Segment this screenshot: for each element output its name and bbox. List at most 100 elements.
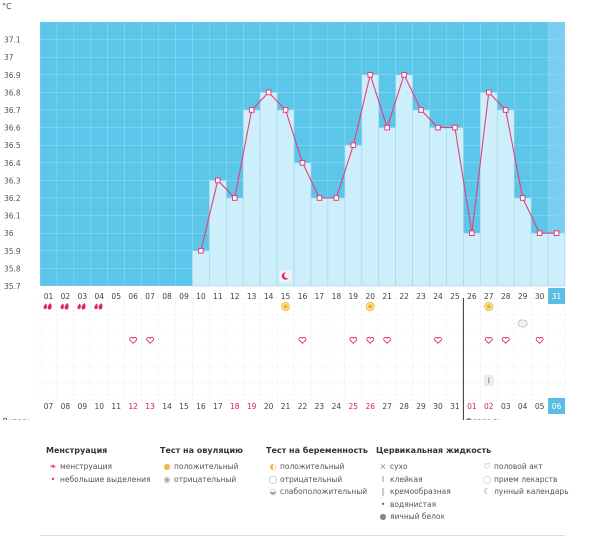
temperature-bar bbox=[276, 109, 295, 287]
cycle-day-label: 02 bbox=[61, 292, 71, 301]
heart-icon bbox=[366, 336, 375, 344]
temperature-point bbox=[485, 89, 492, 96]
legend-item-label: положительный bbox=[174, 462, 239, 471]
drop-small-icon: • bbox=[50, 474, 56, 484]
legend-item-label: яичный белок bbox=[390, 512, 446, 521]
temperature-points bbox=[198, 72, 560, 254]
legend-item: ❘ кремообразная bbox=[376, 486, 491, 499]
legend-item-label: отрицательный bbox=[174, 474, 237, 484]
legend-item: ◯ отрицательный bbox=[266, 474, 368, 487]
legend-item-label: половой акт bbox=[494, 462, 543, 471]
date-label: 15 bbox=[179, 402, 189, 411]
cycle-day-label: 19 bbox=[349, 292, 359, 301]
date-label: 10 bbox=[95, 402, 105, 411]
date-label: 27 bbox=[382, 402, 392, 411]
temperature-bar bbox=[310, 197, 329, 287]
date-label: 23 bbox=[315, 402, 325, 411]
drop-full-icon bbox=[77, 303, 81, 310]
temperature-bars bbox=[192, 74, 566, 287]
temperature-point bbox=[248, 107, 255, 113]
temperature-bar bbox=[259, 92, 278, 287]
temperature-bar bbox=[463, 232, 481, 287]
legend-item-label: слабоположительный bbox=[280, 487, 368, 496]
temperature-point bbox=[401, 72, 407, 78]
temperature-line bbox=[200, 72, 557, 251]
cycle-day-label: 22 bbox=[399, 292, 409, 301]
cross-icon: × bbox=[379, 462, 387, 471]
legend-item: ● яичный белок bbox=[376, 511, 491, 524]
cycle-day-label: 17 bbox=[315, 292, 325, 301]
date-label: 19 bbox=[247, 402, 257, 411]
date-label: 05 bbox=[535, 402, 545, 411]
date-label: 13 bbox=[145, 402, 155, 411]
legend-item: • водянистая bbox=[376, 499, 491, 512]
cycle-day-label: 06 bbox=[128, 292, 138, 301]
temperature-point bbox=[452, 124, 458, 131]
legend-item: × сухо bbox=[376, 461, 491, 474]
temperature-point bbox=[367, 72, 374, 78]
temperature-point bbox=[435, 124, 441, 131]
cycle-day-label: 01 bbox=[44, 292, 54, 301]
temperature-point bbox=[384, 124, 390, 131]
temperature-bar bbox=[395, 74, 413, 287]
y-tick-label: 36.6 bbox=[4, 124, 21, 133]
date-label: 17 bbox=[213, 402, 223, 411]
y-tick-label: 37.1 bbox=[4, 36, 21, 45]
cycle-day-label: 26 bbox=[467, 292, 477, 301]
temperature-point bbox=[299, 160, 306, 166]
legend-item: ☾ лунный календарь bbox=[480, 486, 568, 499]
temperature-bar bbox=[293, 162, 312, 287]
temperature-bar bbox=[378, 127, 396, 287]
temperature-bar bbox=[480, 92, 498, 287]
cycle-day-label: 08 bbox=[162, 292, 172, 301]
temperature-bar bbox=[446, 127, 464, 287]
temperature-bar bbox=[242, 109, 261, 287]
sticky-icon: I bbox=[381, 474, 385, 484]
temperature-bar bbox=[547, 232, 566, 287]
date-label: 25 bbox=[349, 402, 359, 411]
y-tick-label: 36.5 bbox=[4, 141, 21, 150]
current-day-column bbox=[548, 22, 565, 286]
cycle-day-label: 28 bbox=[501, 292, 511, 301]
drop-full-icon bbox=[94, 303, 98, 310]
y-tick-label: 36.4 bbox=[4, 159, 21, 168]
temperature-point bbox=[333, 195, 340, 201]
cycle-day-label: 04 bbox=[95, 292, 105, 301]
temperature-point bbox=[536, 230, 543, 236]
temperature-chart: 37.1 37 36.9 36.8 36.7 36.6 36.5 36.4 36.3 36.2 36… bbox=[2, 2, 566, 420]
sticky-icon-bg bbox=[483, 375, 494, 386]
cycle-day-label: 16 bbox=[298, 292, 308, 301]
legend-heading: Тест на овуляцию bbox=[160, 446, 243, 455]
y-tick-label: 36 bbox=[4, 229, 14, 238]
date-label: 16 bbox=[196, 402, 206, 411]
temperature-point bbox=[316, 195, 323, 201]
drop-full-icon: ❧ bbox=[49, 462, 57, 471]
month-label: Январь bbox=[2, 417, 32, 420]
heart-icon bbox=[298, 336, 307, 344]
cycle-day-label: 27 bbox=[484, 292, 494, 301]
legend-column: Тест на овуляцию ● положительный ◉ отрицател… bbox=[160, 446, 243, 486]
date-label: 01 bbox=[467, 402, 477, 411]
heart-icon bbox=[484, 336, 493, 344]
cycle-day-label: 11 bbox=[213, 292, 223, 301]
date-label: 09 bbox=[78, 402, 88, 411]
date-label: 18 bbox=[230, 402, 240, 411]
legend-item-label: прием лекарств bbox=[494, 474, 558, 484]
date-label: 31 bbox=[450, 402, 460, 411]
date-label: 08 bbox=[61, 402, 71, 411]
legend-heading: Тест на беременность bbox=[266, 446, 368, 455]
temperature-point bbox=[265, 89, 272, 96]
divider bbox=[40, 535, 565, 536]
heart-icon bbox=[383, 336, 392, 344]
date-label: 22 bbox=[298, 402, 308, 411]
current-cycle-day-bg bbox=[548, 288, 565, 304]
temperature-point bbox=[215, 177, 221, 184]
y-tick-label: 36.2 bbox=[4, 194, 21, 203]
heart-icon: ♡ bbox=[483, 462, 491, 471]
date-label: 30 bbox=[433, 402, 443, 411]
temperature-bar bbox=[496, 109, 515, 287]
cycle-day-label: 21 bbox=[382, 292, 392, 301]
temperature-point bbox=[502, 107, 509, 113]
cycle-day-label: 05 bbox=[111, 292, 121, 301]
